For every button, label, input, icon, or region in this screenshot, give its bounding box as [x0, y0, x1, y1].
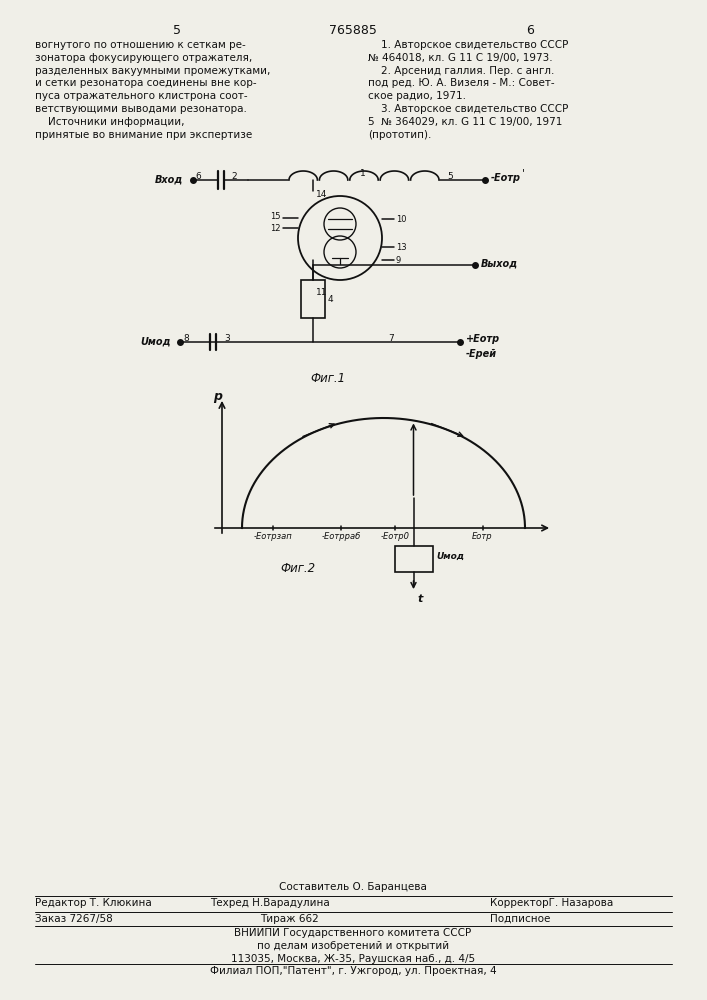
- Text: Фиг.1: Фиг.1: [310, 372, 345, 385]
- Text: и сетки резонатора соединены вне кор-: и сетки резонатора соединены вне кор-: [35, 78, 257, 88]
- Text: 4: 4: [328, 295, 334, 304]
- Text: -Eотр: -Eотр: [491, 173, 521, 183]
- Text: 113035, Москва, Ж-35, Раушская наб., д. 4/5: 113035, Москва, Ж-35, Раушская наб., д. …: [231, 954, 475, 964]
- Text: Заказ 7267/58: Заказ 7267/58: [35, 914, 112, 924]
- Text: -Eотрраб: -Eотрраб: [322, 532, 361, 541]
- Text: 1: 1: [360, 169, 366, 178]
- Text: КорректорГ. Назарова: КорректорГ. Назарова: [490, 898, 613, 908]
- Text: 14: 14: [316, 190, 327, 199]
- Text: Uмод: Uмод: [140, 337, 170, 347]
- Text: Uмод: Uмод: [436, 552, 464, 560]
- Text: -Eрeй: -Eрeй: [466, 349, 497, 359]
- Text: 7: 7: [388, 334, 394, 343]
- Text: Источники информации,: Источники информации,: [35, 117, 185, 127]
- Text: принятые во внимание при экспертизе: принятые во внимание при экспертизе: [35, 130, 252, 140]
- Text: 2. Арсенид галлия. Пер. с англ.: 2. Арсенид галлия. Пер. с англ.: [368, 66, 554, 76]
- Text: вогнутого по отношению к сеткам ре-: вогнутого по отношению к сеткам ре-: [35, 40, 246, 50]
- Text: t: t: [418, 594, 423, 604]
- Text: 8: 8: [183, 334, 189, 343]
- Text: 2: 2: [231, 172, 237, 181]
- Text: Eотр: Eотр: [472, 532, 493, 541]
- Text: ское радио, 1971.: ское радио, 1971.: [368, 91, 466, 101]
- Text: № 464018, кл. G 11 С 19/00, 1973.: № 464018, кл. G 11 С 19/00, 1973.: [368, 53, 553, 63]
- Text: 12: 12: [270, 224, 281, 233]
- Text: разделенных вакуумными промежутками,: разделенных вакуумными промежутками,: [35, 66, 270, 76]
- Text: 10: 10: [396, 215, 407, 224]
- Text: пуса отражательного клистрона соот-: пуса отражательного клистрона соот-: [35, 91, 247, 101]
- Text: 15: 15: [270, 212, 281, 221]
- Text: 13: 13: [396, 243, 407, 252]
- Text: 11: 11: [316, 288, 327, 297]
- Text: -Eотрзап: -Eотрзап: [254, 532, 293, 541]
- Text: зонатора фокусирующего отражателя,: зонатора фокусирующего отражателя,: [35, 53, 252, 63]
- Text: под ред. Ю. А. Визеля - М.: Совет-: под ред. Ю. А. Визеля - М.: Совет-: [368, 78, 554, 88]
- Text: Филиал ПОП,"Патент", г. Ужгород, ул. Проектная, 4: Филиал ПОП,"Патент", г. Ужгород, ул. Про…: [210, 966, 496, 976]
- Text: 765885: 765885: [329, 24, 377, 37]
- Text: ветствующими выводами резонатора.: ветствующими выводами резонатора.: [35, 104, 247, 114]
- Text: Вход: Вход: [155, 175, 183, 185]
- Text: Тираж 662: Тираж 662: [260, 914, 319, 924]
- Text: +Eотр: +Eотр: [466, 334, 500, 344]
- Bar: [301, 280, 325, 318]
- Text: p: p: [214, 390, 223, 403]
- Text: Выход: Выход: [481, 259, 518, 269]
- Text: 1. Авторское свидетельство СССР: 1. Авторское свидетельство СССР: [368, 40, 568, 50]
- Text: по делам изобретений и открытий: по делам изобретений и открытий: [257, 941, 449, 951]
- Text: 3. Авторское свидетельство СССР: 3. Авторское свидетельство СССР: [368, 104, 568, 114]
- Text: Фиг.2: Фиг.2: [280, 562, 315, 575]
- Bar: [395, 546, 433, 572]
- Text: -Eотр0: -Eотр0: [380, 532, 409, 541]
- Text: Подписное: Подписное: [490, 914, 550, 924]
- Text: ': ': [522, 168, 525, 178]
- Text: 6: 6: [526, 24, 534, 37]
- Text: 9: 9: [396, 256, 402, 265]
- Text: Редактор Т. Клюкина: Редактор Т. Клюкина: [35, 898, 152, 908]
- Text: 5  № 364029, кл. G 11 С 19/00, 1971: 5 № 364029, кл. G 11 С 19/00, 1971: [368, 117, 562, 127]
- Text: 5: 5: [173, 24, 181, 37]
- Text: Составитель О. Баранцева: Составитель О. Баранцева: [279, 882, 427, 892]
- Text: ВНИИПИ Государственного комитета СССР: ВНИИПИ Государственного комитета СССР: [235, 928, 472, 938]
- Text: 5: 5: [447, 172, 452, 181]
- Text: 6: 6: [195, 172, 201, 181]
- Text: (прототип).: (прототип).: [368, 130, 431, 140]
- Text: Техред Н.Варадулина: Техред Н.Варадулина: [210, 898, 329, 908]
- Text: 3: 3: [224, 334, 230, 343]
